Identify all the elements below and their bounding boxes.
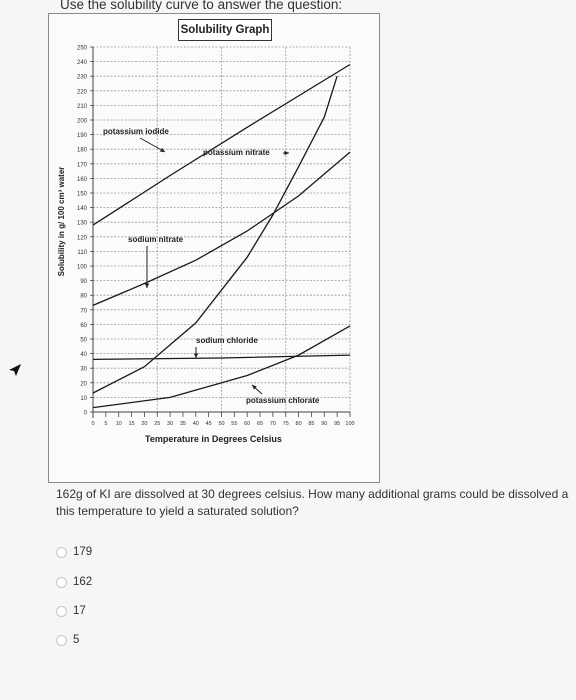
question-text: 162g of KI are dissolved at 30 degrees c…	[56, 486, 576, 520]
x-tick-label: 0	[91, 421, 94, 427]
arrow-head-icon	[144, 283, 150, 288]
y-tick-label: 120	[77, 235, 88, 241]
x-tick-label: 75	[283, 421, 289, 427]
y-tick-label: 90	[80, 279, 87, 285]
x-tick-label: 50	[218, 421, 224, 427]
y-tick-label: 30	[80, 367, 87, 373]
y-tick-label: 10	[80, 396, 87, 402]
arrow-head-icon	[252, 385, 257, 390]
x-tick-label: 80	[296, 421, 302, 427]
option-label: 17	[73, 605, 86, 617]
series-line-sodium-nitrate	[92, 151, 351, 306]
option-179[interactable]: 179	[56, 546, 92, 558]
x-tick-label: 55	[231, 421, 237, 427]
y-tick-label: 60	[80, 323, 87, 329]
x-tick-label: 45	[206, 421, 212, 427]
chart-frame	[48, 13, 380, 483]
y-tick-label: 200	[77, 119, 88, 125]
series-line-potassium-nitrate	[92, 76, 338, 394]
y-tick-label: 160	[77, 177, 88, 183]
y-tick-label: 170	[77, 162, 88, 168]
x-tick-label: 90	[321, 421, 327, 427]
y-tick-label: 0	[84, 411, 88, 417]
x-tick-label: 70	[270, 421, 276, 427]
option-5[interactable]: 5	[56, 634, 79, 646]
y-tick-label: 220	[77, 89, 88, 95]
instruction-text: Use the solubility curve to answer the q…	[60, 0, 343, 12]
option-label: 179	[73, 546, 93, 558]
y-tick-label: 40	[80, 352, 87, 358]
x-tick-label: 85	[308, 421, 314, 427]
annotation-label: potassium nitrate	[203, 148, 270, 157]
y-tick-label: 80	[80, 294, 87, 300]
x-tick-label: 10	[116, 421, 122, 427]
x-axis-label: Temperature in Degrees Celsius	[145, 434, 282, 444]
x-tick-label: 30	[167, 421, 173, 427]
y-tick-label: 180	[77, 148, 88, 154]
radio-button[interactable]	[56, 634, 67, 646]
arrow-head-icon	[284, 150, 289, 156]
y-tick-label: 140	[77, 206, 88, 212]
y-tick-label: 100	[77, 265, 88, 271]
annotation-label: sodium nitrate	[128, 235, 184, 244]
question-line-2: this temperature to yield a saturated so…	[56, 504, 299, 518]
option-17[interactable]: 17	[56, 605, 86, 617]
y-tick-label: 50	[80, 338, 87, 344]
y-tick-label: 110	[77, 250, 87, 256]
y-tick-label: 230	[77, 75, 88, 81]
x-tick-label: 35	[180, 421, 186, 427]
x-tick-label: 15	[128, 421, 134, 427]
chart-title: Solubility Graph	[178, 19, 272, 41]
x-tick-label: 60	[244, 421, 250, 427]
annotation-label: potassium chlorate	[246, 396, 320, 405]
y-tick-label: 20	[80, 381, 87, 387]
series-line-sodium-chloride	[92, 354, 351, 361]
y-tick-label: 150	[77, 192, 88, 198]
y-tick-label: 190	[77, 133, 88, 139]
option-label: 5	[73, 634, 80, 646]
arrow-head-icon	[193, 353, 199, 358]
x-tick-label: 95	[334, 421, 340, 427]
annotation-arrow	[139, 137, 166, 153]
radio-button[interactable]	[56, 546, 67, 558]
y-axis-label: Solubility in g/ 100 cm³ water	[57, 167, 66, 277]
radio-button[interactable]	[56, 605, 67, 617]
y-tick-label: 240	[77, 60, 88, 66]
x-tick-label: 25	[154, 421, 160, 427]
y-tick-label: 250	[77, 46, 88, 52]
x-tick-label: 65	[257, 421, 263, 427]
question-line-1: 162g of KI are dissolved at 30 degrees c…	[56, 487, 569, 501]
x-tick-label: 20	[141, 421, 147, 427]
y-tick-label: 210	[77, 104, 88, 110]
option-label: 162	[73, 576, 93, 588]
series-line-potassium-iodide	[92, 63, 351, 226]
mouse-cursor-icon	[9, 364, 21, 376]
option-162[interactable]: 162	[56, 576, 92, 588]
y-tick-label: 130	[77, 221, 88, 227]
series-line-potassium-chlorate	[92, 325, 351, 409]
annotation-label: sodium chloride	[196, 336, 258, 345]
x-tick-label: 5	[104, 421, 107, 427]
radio-button[interactable]	[56, 576, 67, 588]
arrow-head-icon	[160, 147, 165, 152]
x-tick-label: 40	[193, 421, 199, 427]
y-tick-label: 70	[80, 308, 87, 314]
annotation-label: potassium iodide	[103, 127, 169, 136]
x-tick-label: 100	[345, 421, 354, 427]
